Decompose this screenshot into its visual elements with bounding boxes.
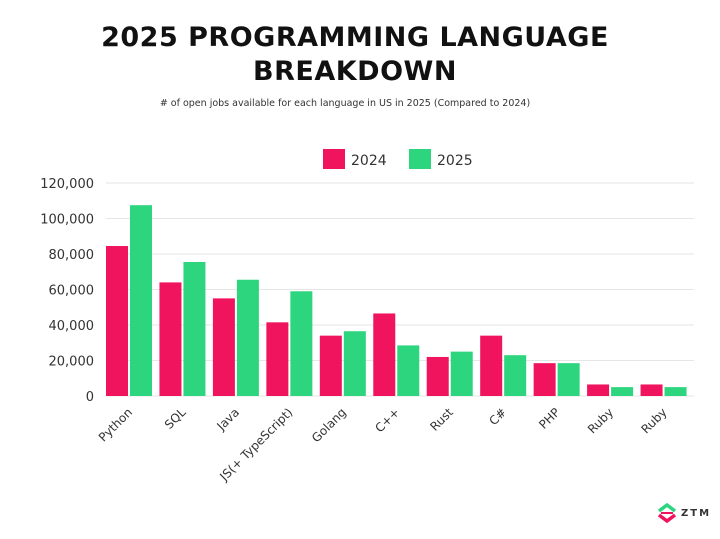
chart-title-line-2: BREAKDOWN <box>253 56 457 87</box>
ztm-logo-icon <box>657 503 677 523</box>
x-tick-label: Java <box>213 405 242 434</box>
x-tick-label: Ruby <box>638 405 669 436</box>
bar-2024 <box>587 384 610 396</box>
x-tick-label: Rust <box>427 405 456 434</box>
bar-2025 <box>290 291 313 396</box>
ztm-logo-text: ZTM <box>681 507 712 519</box>
bar-2025 <box>611 387 634 396</box>
x-tick-label: C++ <box>372 405 402 435</box>
y-tick-label: 80,000 <box>49 248 95 263</box>
bar-2024 <box>266 322 289 396</box>
y-tick-label: 100,000 <box>40 213 94 228</box>
x-tick-label: C# <box>486 405 509 428</box>
bar-2024 <box>319 335 342 396</box>
bar-2025 <box>664 387 687 396</box>
y-tick-label: 0 <box>86 390 94 405</box>
bar-2024 <box>106 246 128 396</box>
chart-subtitle: # of open jobs available for each langua… <box>159 98 531 109</box>
y-tick-label: 60,000 <box>49 284 95 299</box>
bar-2024 <box>480 335 503 396</box>
x-tick-label: SQL <box>162 405 189 432</box>
y-tick-label: 40,000 <box>49 319 95 334</box>
bar-2025 <box>236 279 259 396</box>
bar-2024 <box>426 356 449 396</box>
bar-2024 <box>212 298 235 396</box>
bar-2024 <box>373 313 396 396</box>
legend-label: 2025 <box>437 153 473 169</box>
legend-swatch <box>323 149 345 169</box>
bar-2024 <box>159 282 182 396</box>
bar-2024 <box>640 384 663 396</box>
y-tick-label: 120,000 <box>40 177 94 192</box>
bar-2025 <box>504 355 527 396</box>
legend-swatch <box>409 149 431 169</box>
bar-2025 <box>343 331 366 396</box>
chart-title-line-1: 2025 PROGRAMMING LANGUAGE <box>101 22 609 53</box>
y-tick-label: 20,000 <box>49 355 95 370</box>
bar-2025 <box>130 205 152 396</box>
bar-2025 <box>397 345 420 396</box>
bar-2025 <box>183 261 206 396</box>
ztm-logo: ZTM <box>656 503 711 523</box>
x-tick-label: PHP <box>536 405 563 432</box>
x-tick-label: Golang <box>309 405 349 445</box>
x-tick-label: Python <box>96 405 135 444</box>
bar-2024 <box>533 363 556 396</box>
x-tick-label: Ruby <box>585 405 616 436</box>
legend-label: 2024 <box>351 153 387 169</box>
bar-2025 <box>557 363 580 396</box>
bar-2025 <box>450 351 473 396</box>
